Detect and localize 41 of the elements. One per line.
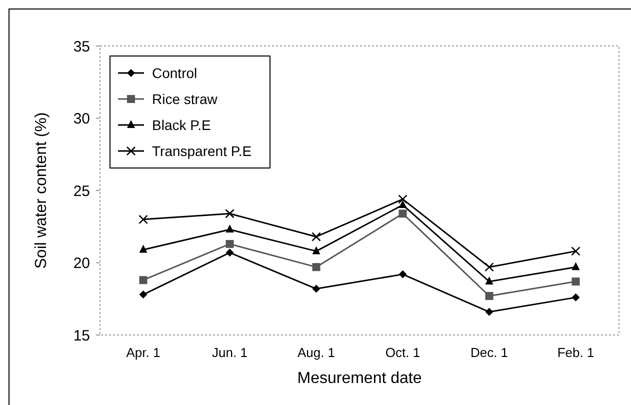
point [572,262,580,270]
y-tick-label: 30 [73,110,90,128]
point [138,214,148,224]
point [398,200,407,208]
point [571,246,580,256]
x-tick-label: Aug. 1 [297,345,336,360]
y-tick-label: 20 [73,255,90,272]
point [312,246,320,254]
point [139,276,148,284]
point [312,263,320,272]
point [226,240,234,248]
legend-label: Transparent P.E [152,142,252,159]
y-tick-label: 35 [73,38,90,56]
y-axis-title: Soil water content (%) [33,112,50,269]
y-tick-label: 15 [73,327,90,344]
x-tick-label: Oct. 1 [385,345,420,360]
point [312,232,321,242]
x-tick-label: Dec. 1 [470,345,508,360]
legend-label: Black P.E [152,116,211,133]
point [485,308,494,316]
point [226,224,234,233]
point [485,292,494,300]
point [484,262,494,272]
point [398,194,408,204]
point [572,293,580,302]
point [398,270,407,278]
legend-label: Rice straw [152,90,218,107]
x-tick-label: Apr. 1 [126,345,160,360]
point [572,278,580,286]
legend-label: Control [152,64,198,81]
x-tick-label: Feb. 1 [557,345,594,360]
point [139,290,148,299]
point [312,284,320,293]
point [139,244,148,253]
point [225,208,234,218]
x-axis-title: Mesurement date [297,370,422,387]
x-tick-label: Jun. 1 [212,345,248,360]
point [226,248,234,257]
point [398,210,407,218]
y-tick-label: 25 [73,182,90,200]
point [485,276,494,285]
